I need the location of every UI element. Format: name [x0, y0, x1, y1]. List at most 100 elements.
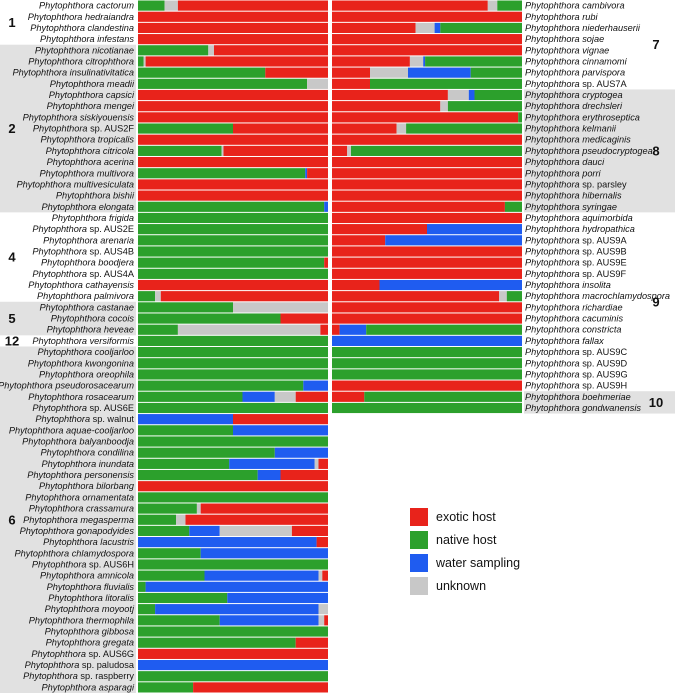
bar-segment: [332, 179, 522, 190]
species-label: Phytophthora boehmeriae: [525, 392, 631, 402]
species-label: Phytophthora tropicalis: [41, 135, 135, 145]
bar-segment: [138, 347, 328, 358]
bar-segment: [274, 391, 296, 402]
bar-segment: [138, 34, 328, 45]
bar-segment: [138, 436, 328, 447]
bar-segment: [324, 615, 328, 626]
species-label: Phytophthora sp. AUS6E: [32, 403, 134, 413]
bar-segment: [332, 279, 380, 291]
group-label: 1: [8, 15, 15, 30]
species-label: Phytophthora porri: [525, 168, 602, 178]
bar-segment: [138, 503, 197, 514]
species-label: Phytophthora versiformis: [32, 336, 134, 346]
bar-segment: [351, 145, 522, 156]
bar-segment: [440, 101, 448, 112]
bar-segment: [332, 11, 522, 22]
bar-segment: [214, 45, 328, 56]
species-label: Phytophthora gonapodyides: [20, 526, 135, 536]
bar-segment: [219, 615, 319, 626]
species-label: Phytophthora gibbosa: [45, 627, 134, 637]
bar-segment: [138, 682, 194, 693]
species-label: Phytophthora sp. AUS9E: [525, 258, 627, 268]
bar-segment: [324, 257, 328, 268]
bar-segment: [332, 391, 365, 402]
bar-segment: [425, 56, 522, 67]
bar-segment: [138, 447, 275, 458]
bar-segment: [320, 324, 328, 335]
species-label: Phytophthora megasperma: [23, 515, 134, 525]
species-label: Phytophthora balyanboodja: [22, 437, 134, 447]
species-label: Phytophthora bilorbang: [39, 481, 135, 491]
species-label: Phytophthora sp. raspberry: [23, 671, 134, 681]
bar-segment: [155, 604, 319, 615]
species-label: Phytophthora bishii: [56, 191, 135, 201]
bar-segment: [138, 537, 317, 548]
bar-segment: [332, 112, 519, 123]
species-label: Phytophthora sp. AUS4B: [32, 246, 134, 256]
bar-segment: [332, 324, 340, 335]
bar-segment: [204, 570, 319, 581]
species-label: Phytophthora amnicola: [40, 571, 134, 581]
bar-segment: [138, 89, 328, 101]
group-label: 12: [5, 333, 19, 348]
species-label: Phytophthora siskiyouensis: [23, 112, 135, 122]
species-label: Phytophthora arenaria: [43, 235, 134, 245]
bar-segment: [176, 514, 186, 525]
species-label: Phytophthora crassamura: [29, 504, 134, 514]
species-label: Phytophthora parvispora: [525, 68, 625, 78]
bar-segment: [322, 570, 328, 581]
bar-segment: [138, 201, 325, 212]
bar-segment: [138, 123, 233, 134]
bar-segment: [138, 11, 328, 22]
bar-segment: [291, 525, 328, 537]
bar-segment: [385, 235, 522, 246]
bar-segment: [332, 212, 522, 224]
bar-segment: [332, 156, 522, 168]
species-label: Phytophthora rosacearum: [28, 392, 134, 402]
legend-swatch: [410, 508, 428, 526]
bar-segment: [193, 682, 328, 693]
bar-segment: [138, 112, 328, 123]
bar-segment: [138, 78, 308, 89]
species-label: Phytophthora meadii: [50, 79, 135, 89]
species-label: Phytophthora sp. AUS4A: [32, 269, 135, 279]
species-label: Phytophthora personensis: [27, 470, 134, 480]
bar-segment: [409, 56, 424, 67]
bar-segment: [318, 615, 325, 626]
bar-segment: [332, 168, 522, 179]
species-label: Phytophthora erythroseptica: [525, 112, 640, 122]
species-label: Phytophthora cocois: [51, 314, 135, 324]
bar-segment: [332, 369, 522, 380]
species-label: Phytophthora sp. AUS6H: [32, 559, 134, 569]
bar-segment: [138, 101, 328, 112]
bar-segment: [332, 402, 522, 414]
species-label: Phytophthora mengei: [47, 101, 135, 111]
bar-segment: [487, 0, 498, 11]
bar-segment: [233, 123, 328, 134]
bar-segment: [177, 324, 321, 335]
species-label: Phytophthora constricta: [525, 325, 622, 335]
species-label: Phytophthora pseudocryptogea: [525, 146, 653, 156]
bar-segment: [233, 414, 328, 425]
bar-segment: [145, 581, 328, 592]
bar-segment: [332, 34, 522, 45]
bar-segment: [164, 0, 178, 11]
legend-label: exotic host: [436, 510, 496, 524]
bar-segment: [138, 358, 328, 369]
bar-segment: [332, 313, 522, 324]
bar-segment: [447, 101, 522, 112]
bar-segment: [332, 22, 416, 34]
legend-swatch: [410, 531, 428, 549]
species-label: Phytophthora inundata: [42, 459, 134, 469]
bar-segment: [138, 425, 233, 436]
species-label: Phytophthora citrophthora: [28, 56, 134, 66]
species-label: Phytophthora kelmanii: [525, 124, 617, 134]
bar-segment: [370, 78, 522, 89]
bar-segment: [138, 380, 304, 391]
bar-segment: [138, 145, 222, 156]
group-band: [524, 89, 675, 213]
bar-segment: [223, 145, 328, 156]
bar-segment: [138, 335, 328, 346]
bar-segment: [434, 22, 441, 34]
species-label: Phytophthora vignae: [525, 45, 609, 55]
